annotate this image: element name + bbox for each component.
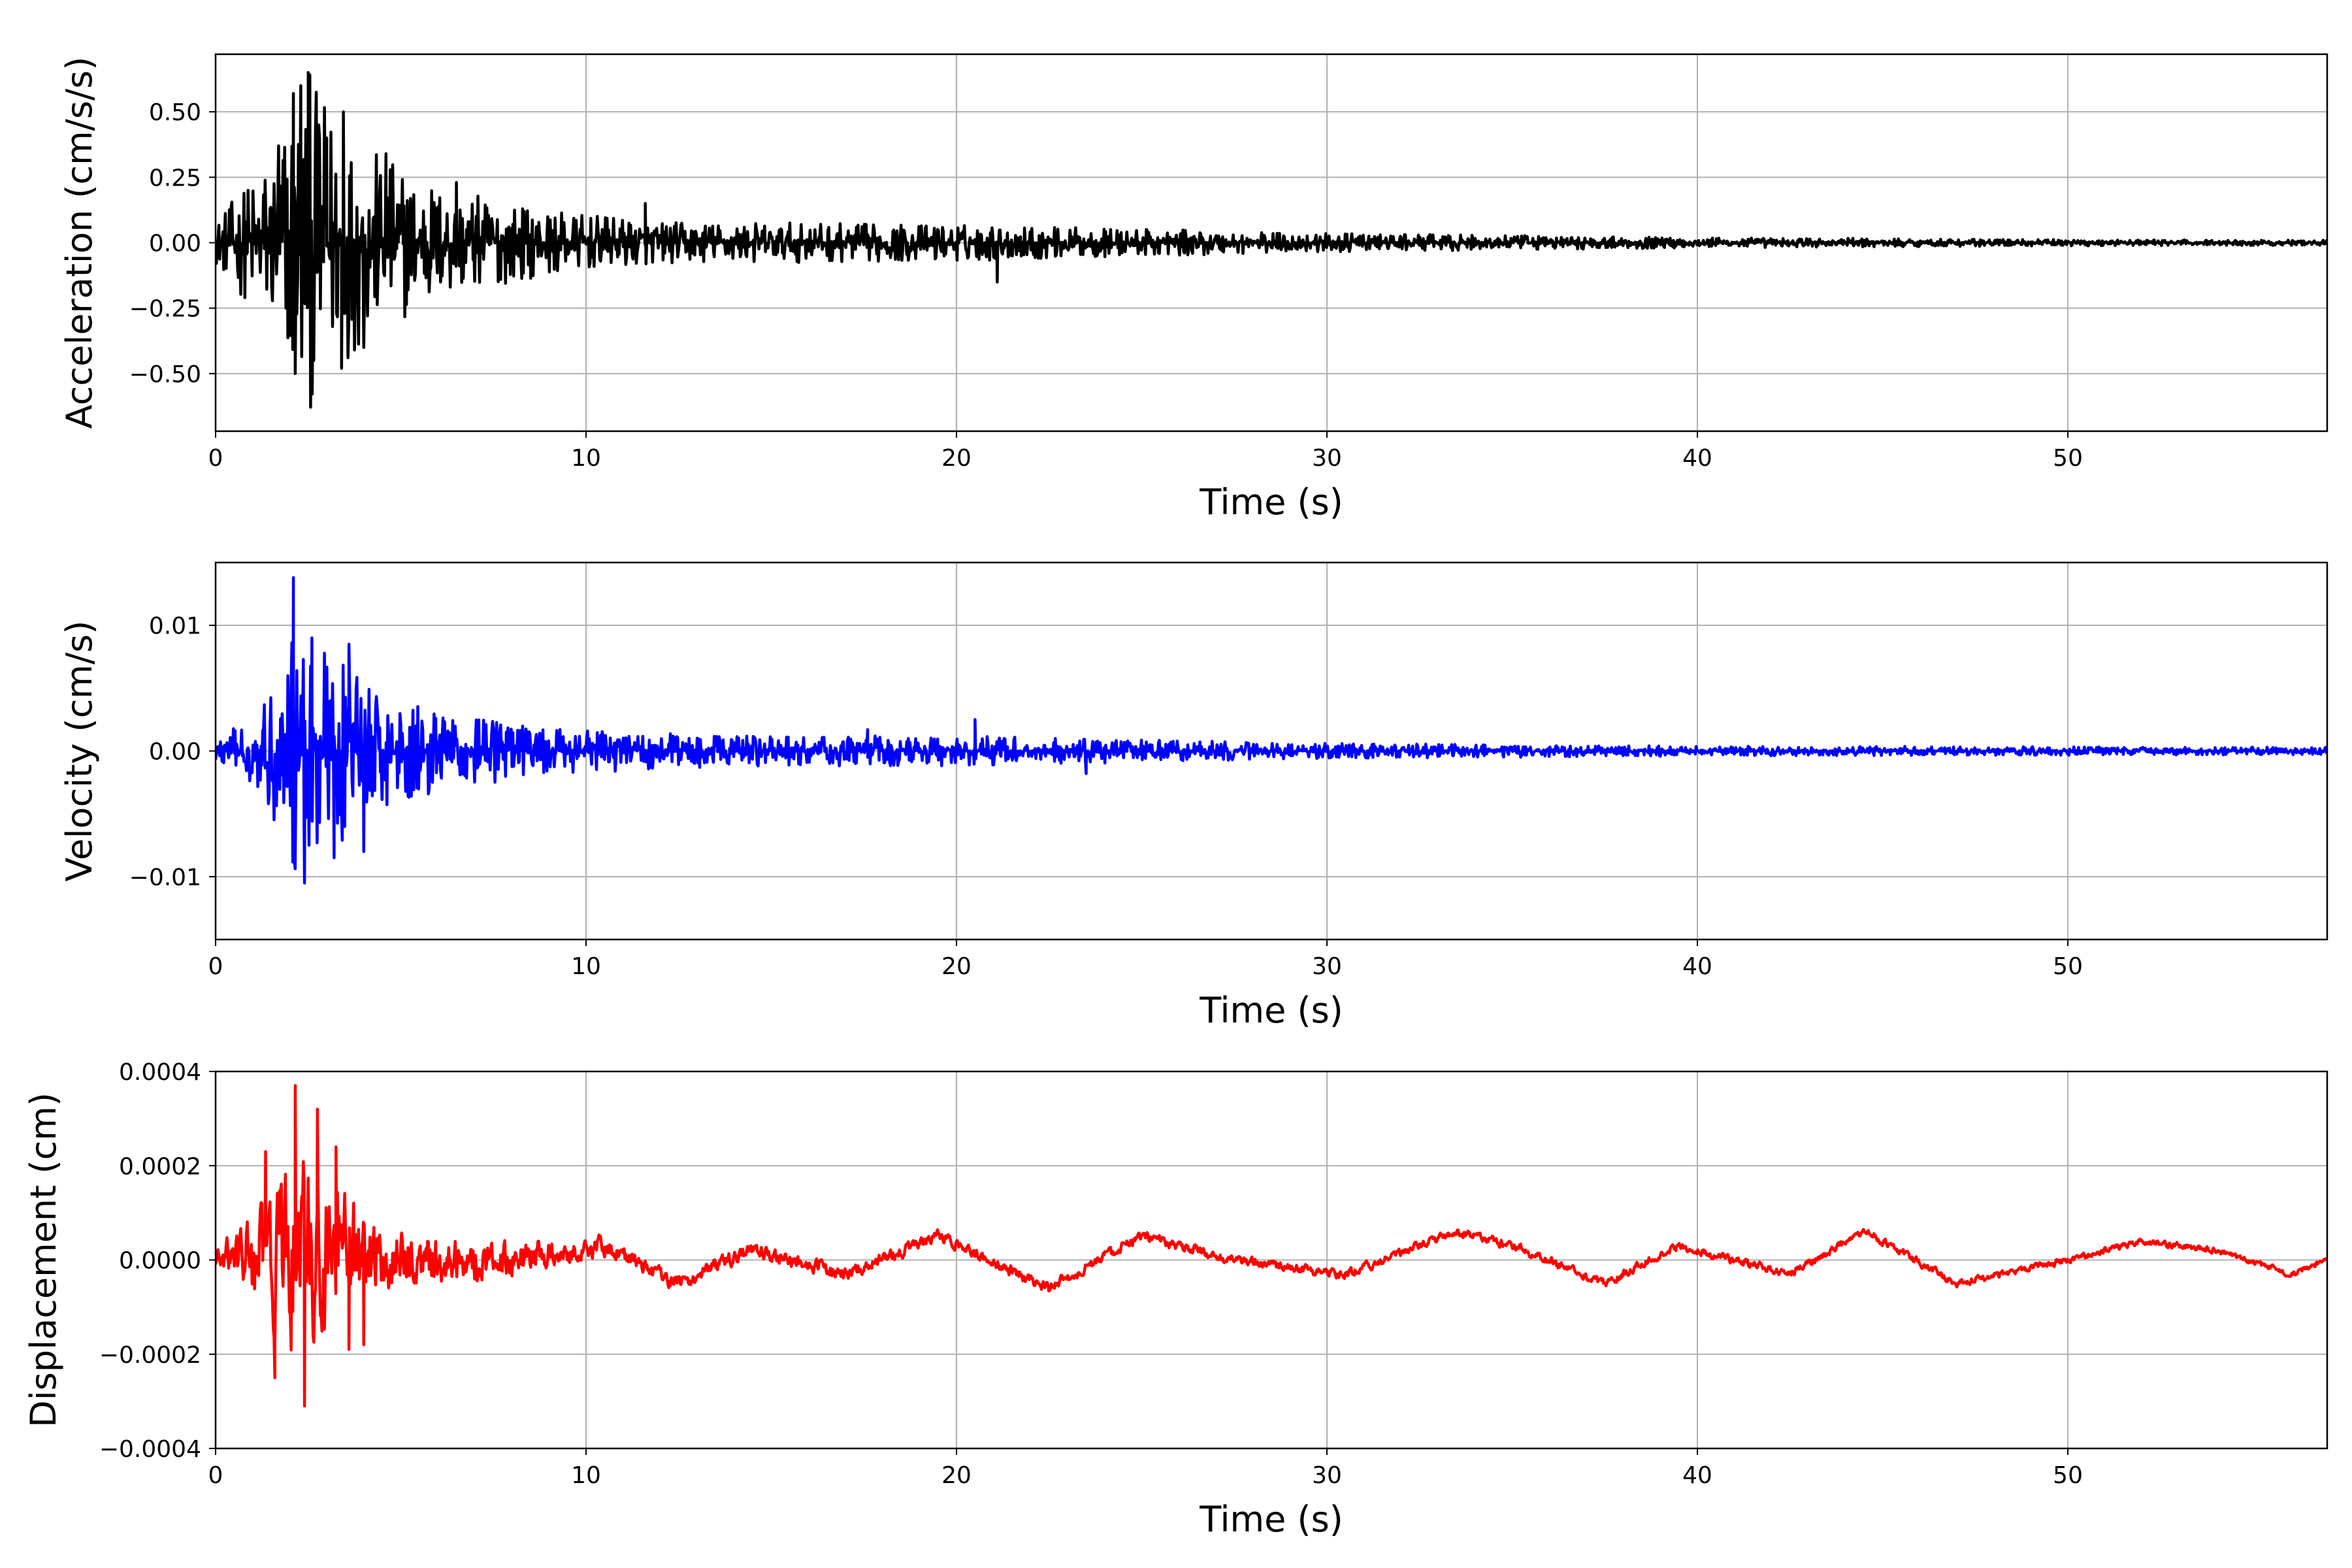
- acceleration-y-tick-label: 0.00: [149, 231, 201, 257]
- velocity-panel: 0 10 20 30 40 50 −0.01 0.00 0.01 Time (s) Velocity…: [59, 561, 2328, 1031]
- acceleration-y-tick-label: −0.50: [129, 361, 201, 388]
- displacement-y-tick-label: 0.0000: [119, 1248, 201, 1275]
- displacement-x-tick-label: 20: [941, 1462, 972, 1489]
- acceleration-y-axis-label: Acceleration (cm/s/s): [59, 57, 100, 429]
- acceleration-panel: 0 10 20 30 40 50 −0.50 −0.25 0.00 0.25 0.50 Time (s…: [59, 53, 2328, 523]
- displacement-y-tick-label: −0.0004: [99, 1436, 201, 1463]
- displacement-panel: 0 10 20 30 40 50 −0.0004 −0.0002 0.0000 0.0002 0.0…: [23, 1059, 2328, 1540]
- acceleration-plot-frame: [214, 53, 2328, 433]
- displacement-series-line: [216, 1084, 2327, 1408]
- displacement-y-tick-label: 0.0002: [119, 1153, 201, 1180]
- velocity-y-axis-label: Velocity (cm/s): [59, 621, 100, 882]
- acceleration-x-tick-label: 50: [2053, 445, 2083, 472]
- velocity-x-tick-label: 30: [1312, 953, 1342, 980]
- acceleration-x-tick-label: 20: [941, 445, 972, 472]
- acceleration-x-tick-label: 10: [571, 445, 601, 472]
- acceleration-series-line: [216, 71, 2327, 409]
- velocity-x-tick-label: 20: [941, 953, 972, 980]
- velocity-series-line: [216, 576, 2327, 885]
- acceleration-y-tick-label: −0.25: [129, 296, 201, 323]
- displacement-y-tick-label: −0.0002: [99, 1342, 201, 1369]
- acceleration-x-tick-label: 40: [1682, 445, 1712, 472]
- acceleration-y-tick-label: 0.50: [149, 99, 201, 126]
- displacement-x-tick-label: 50: [2053, 1462, 2083, 1489]
- velocity-y-tick-label: 0.00: [149, 739, 201, 766]
- acceleration-x-tick-label: 30: [1312, 445, 1342, 472]
- displacement-x-tick-label: 30: [1312, 1462, 1342, 1489]
- velocity-x-tick-label: 10: [571, 953, 601, 980]
- displacement-x-tick-label: 0: [208, 1462, 223, 1489]
- displacement-x-tick-label: 10: [571, 1462, 601, 1489]
- displacement-plot-frame: [214, 1070, 2328, 1450]
- displacement-y-tick-label: 0.0004: [119, 1059, 201, 1086]
- displacement-x-tick-label: 40: [1682, 1462, 1712, 1489]
- displacement-y-axis-label: Displacement (cm): [23, 1092, 64, 1428]
- velocity-x-tick-label: 50: [2053, 953, 2083, 980]
- velocity-x-axis-label: Time (s): [1199, 990, 1343, 1031]
- acceleration-x-tick-label: 0: [208, 445, 223, 472]
- velocity-x-tick-label: 40: [1682, 953, 1712, 980]
- displacement-x-axis-label: Time (s): [1199, 1499, 1343, 1540]
- acceleration-y-tick-label: 0.25: [149, 165, 201, 191]
- velocity-y-tick-label: 0.01: [149, 613, 201, 640]
- velocity-plot-frame: [214, 561, 2328, 941]
- velocity-x-tick-label: 0: [208, 953, 223, 980]
- velocity-y-tick-label: −0.01: [129, 864, 201, 891]
- acceleration-x-axis-label: Time (s): [1199, 482, 1343, 523]
